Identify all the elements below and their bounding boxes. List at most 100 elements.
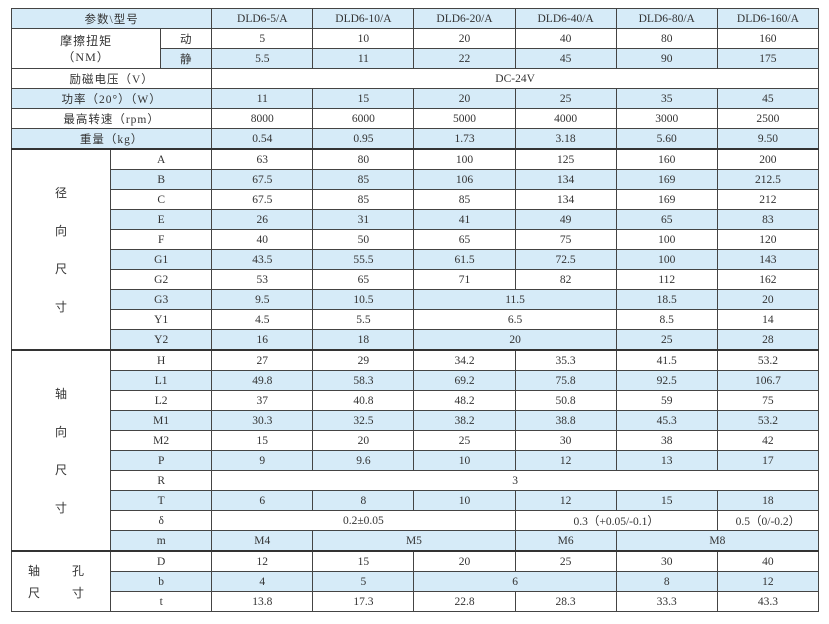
value-cell: 175 — [716, 48, 820, 69]
value-cell: 69.2 — [413, 370, 516, 391]
dimension-label: H — [110, 349, 213, 371]
model-header: DLD6-80/A — [615, 8, 718, 29]
value-cell: 0.3（+0.05/-0.1） — [514, 510, 718, 531]
value-cell: 49.8 — [211, 370, 314, 391]
value-cell: 20 — [413, 550, 516, 572]
value-cell: M8 — [615, 530, 820, 552]
value-cell: 1.73 — [413, 128, 516, 150]
dimension-label: M2 — [110, 430, 213, 451]
group-label-char: 尺 — [55, 462, 68, 477]
table-row: L2 37 40.8 48.2 50.8 59 75 — [12, 390, 820, 411]
dimension-label: m — [110, 530, 213, 552]
value-cell: 65 — [615, 209, 718, 230]
dimension-label: E — [110, 209, 213, 230]
value-cell: 31 — [312, 209, 415, 230]
value-cell: 125 — [514, 148, 617, 170]
table-row: Y2 16 18 20 25 28 — [12, 329, 820, 351]
value-cell: 28 — [716, 329, 820, 351]
value-cell: 83 — [716, 209, 820, 230]
value-cell: 100 — [413, 148, 516, 170]
value-cell: 25 — [514, 550, 617, 572]
table-row: b 4 5 6 8 12 — [12, 571, 820, 592]
dimension-label: G1 — [110, 249, 213, 270]
value-cell: 112 — [615, 269, 718, 290]
group-label-char: 轴 — [55, 386, 68, 401]
table-row: 轴 孔尺 寸 D 12 15 20 25 30 40 — [10, 550, 820, 612]
value-cell: 63 — [211, 148, 314, 170]
value-cell: 40 — [514, 28, 617, 49]
value-cell: 26 — [211, 209, 314, 230]
value-cell: 13.8 — [211, 591, 314, 612]
value-cell: 85 — [312, 169, 415, 190]
group-label-char: 尺 寸 — [28, 585, 95, 600]
value-cell: 25 — [514, 88, 617, 109]
model-header: DLD6-5/A — [211, 8, 314, 29]
value-cell: 20 — [312, 430, 415, 451]
value-cell: 38.8 — [514, 410, 617, 431]
value-cell: 3 — [211, 470, 819, 491]
value-cell: 59 — [615, 390, 718, 411]
value-cell: 10 — [413, 450, 516, 471]
table-row: 功率（20°）（W） 11 15 20 25 35 45 — [10, 88, 820, 109]
value-cell: 45.3 — [615, 410, 718, 431]
value-cell: 5 — [312, 571, 415, 592]
table-row: E 26 31 41 49 65 83 — [12, 209, 820, 230]
model-header: DLD6-20/A — [413, 8, 516, 29]
value-cell: M4 — [211, 530, 314, 552]
value-cell: 0.54 — [211, 128, 314, 150]
row-label: 功率（20°）（W） — [10, 88, 213, 109]
value-cell: 30 — [514, 430, 617, 451]
value-cell: 106 — [413, 169, 516, 190]
torque-label-line: （NM） — [62, 49, 110, 64]
value-cell: 43.3 — [716, 591, 820, 612]
value-cell: 10.5 — [312, 289, 415, 310]
value-cell: 75 — [514, 229, 617, 250]
value-cell: 25 — [615, 329, 718, 351]
value-cell: 53.2 — [716, 349, 820, 371]
table-row: 轴向尺寸 H 27 29 34.2 35.3 41.5 53.2 — [10, 349, 820, 552]
value-cell: 53.2 — [716, 410, 820, 431]
value-cell: 15 — [312, 550, 415, 572]
value-cell: 169 — [615, 189, 718, 210]
value-cell: 2500 — [716, 108, 820, 129]
table-row: T 6 8 10 12 15 18 — [12, 490, 820, 511]
value-cell: 0.95 — [312, 128, 415, 150]
value-cell: 22.8 — [413, 591, 516, 612]
dimension-label: G3 — [110, 289, 213, 310]
value-cell: DC-24V — [211, 68, 819, 89]
value-cell: 85 — [312, 189, 415, 210]
value-cell: 4.5 — [211, 309, 314, 330]
value-cell: 200 — [716, 148, 820, 170]
dimension-label: Y2 — [110, 329, 213, 351]
table-row: G3 9.5 10.5 11.5 18.5 20 — [12, 289, 820, 310]
value-cell: 20 — [413, 88, 516, 109]
value-cell: 9.6 — [312, 450, 415, 471]
value-cell: 10 — [312, 28, 415, 49]
value-cell: 40 — [211, 229, 314, 250]
dimension-label: Y1 — [110, 309, 213, 330]
value-cell: 212.5 — [716, 169, 820, 190]
value-cell: 43.5 — [211, 249, 314, 270]
value-cell: 100 — [615, 249, 718, 270]
value-cell: 28.3 — [514, 591, 617, 612]
value-cell: 65 — [312, 269, 415, 290]
table-row: m M4 M5 M6 M8 — [12, 530, 820, 552]
dimension-label: G2 — [110, 269, 213, 290]
table-row: G1 43.5 55.5 61.5 72.5 100 143 — [12, 249, 820, 270]
value-cell: 27 — [211, 349, 314, 371]
table-row: 最高转速（rpm） 8000 6000 5000 4000 3000 2500 — [10, 108, 820, 129]
group-label-char: 尺 — [55, 261, 68, 276]
value-cell: 53 — [211, 269, 314, 290]
value-cell: 80 — [615, 28, 718, 49]
value-cell: 106.7 — [716, 370, 820, 391]
value-cell: 160 — [716, 28, 820, 49]
value-cell: 33.3 — [615, 591, 718, 612]
value-cell: 5.5 — [211, 48, 314, 69]
value-cell: M6 — [514, 530, 617, 552]
value-cell: 37 — [211, 390, 314, 411]
value-cell: 11 — [312, 48, 415, 69]
value-cell: 12 — [211, 550, 314, 572]
value-cell: 5000 — [413, 108, 516, 129]
value-cell: 41 — [413, 209, 516, 230]
value-cell: 61.5 — [413, 249, 516, 270]
